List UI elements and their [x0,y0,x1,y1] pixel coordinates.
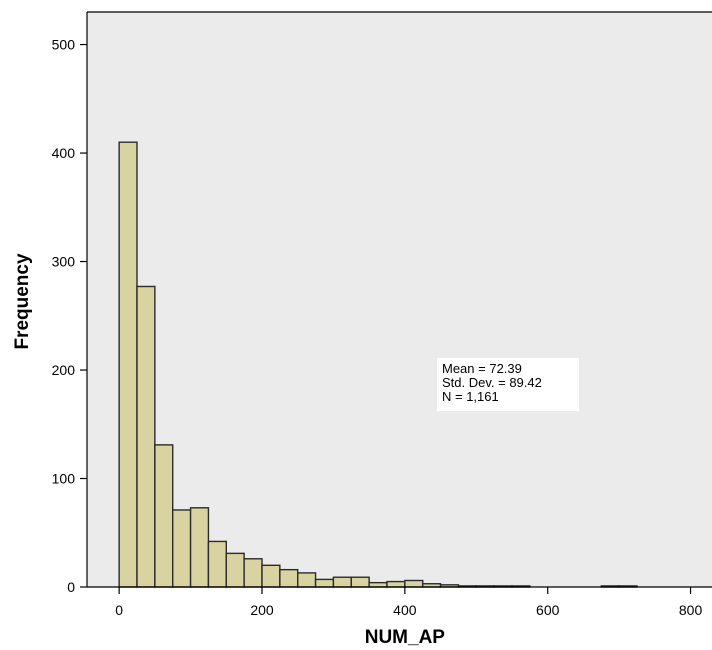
x-tick-label: 800 [679,602,703,618]
histogram-bar [154,444,174,588]
histogram-bar [279,568,299,588]
histogram-bar [189,507,210,588]
histogram-bar [404,579,424,588]
histogram-bar [332,576,352,588]
histogram-bar [368,581,388,588]
y-tick-label: 300 [52,254,76,270]
stats-box-background [437,358,579,411]
histogram-bar [118,141,138,588]
histogram-bar [136,285,156,588]
axes-group [86,11,712,588]
y-tick-label: 200 [52,362,76,378]
histogram-bar [386,580,406,588]
stats-box: Mean = 72.39 Std. Dev. = 89.42 N = 1,161 [437,358,579,411]
y-tick-label: 400 [52,145,76,161]
histogram-bar [243,558,263,588]
x-tick-label: 200 [250,602,274,618]
plot-area [87,12,712,587]
y-tick-label: 0 [67,579,75,595]
histogram-bar [225,552,245,588]
histogram-bar [207,540,227,588]
histogram-bar [172,509,192,588]
y-axis-title: Frequency [12,253,33,350]
x-tick-label: 400 [393,602,417,618]
stats-std-dev: Std. Dev. = 89.42 [442,375,542,390]
histogram-bar [350,576,370,588]
histogram-bar [314,578,335,588]
ticks-group: 0 100 200 300 400 500 0 200 400 600 800 [52,37,703,618]
x-axis-title: NUM_AP [365,627,446,648]
stats-mean: Mean = 72.39 [442,361,522,376]
y-tick-label: 500 [52,37,76,53]
histogram-bar [297,572,317,588]
x-tick-label: 600 [536,602,560,618]
histogram-bar [261,564,281,588]
stats-n: N = 1,161 [442,389,499,404]
x-tick-label: 0 [115,602,123,618]
y-tick-label: 100 [52,471,76,487]
bars-group [118,141,638,588]
